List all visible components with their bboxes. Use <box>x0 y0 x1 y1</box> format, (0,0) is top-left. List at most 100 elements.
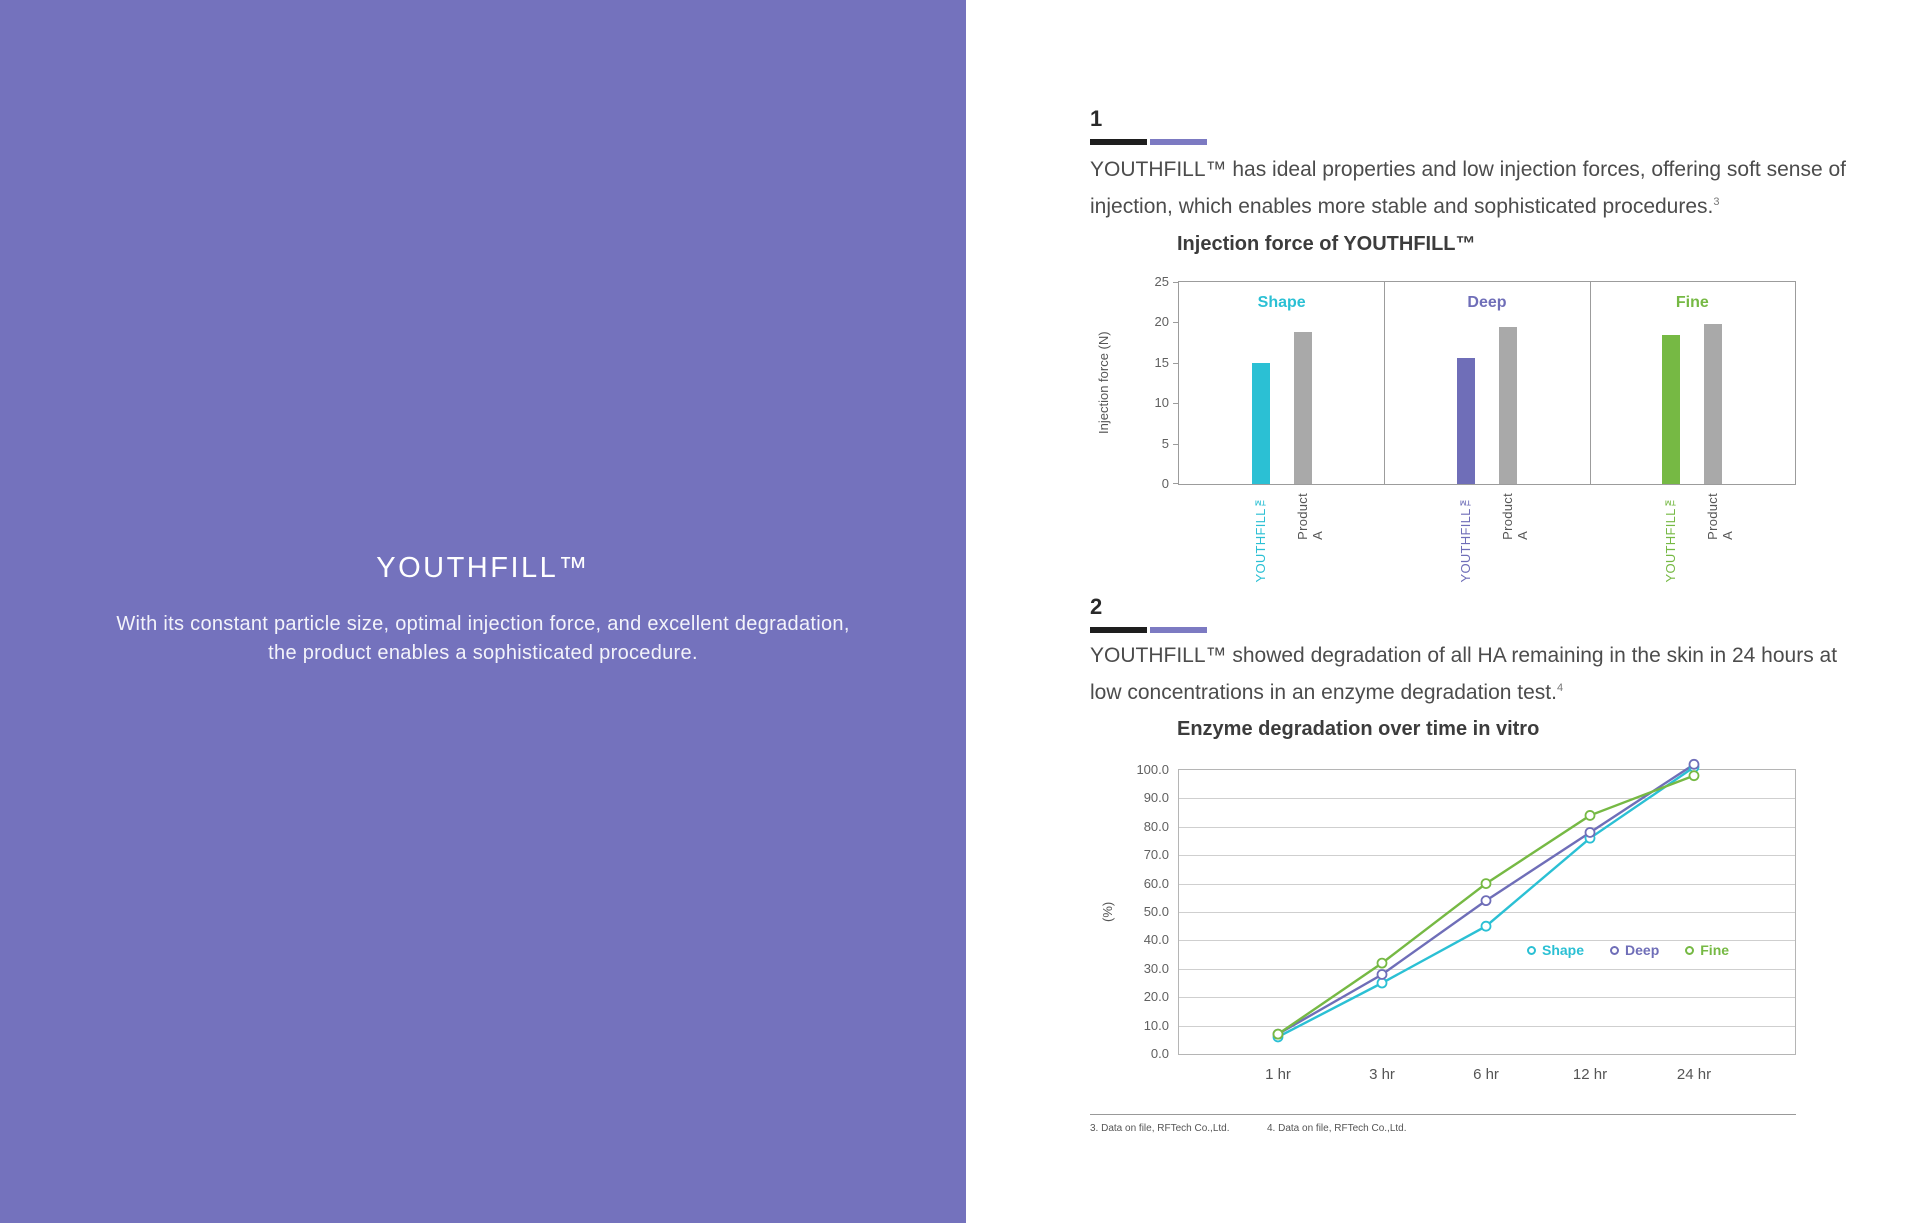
y-tick-label: 10.0 <box>1143 1017 1169 1033</box>
footnote-4: 4. Data on file, RFTech Co.,Ltd. <box>1267 1123 1407 1134</box>
data-point-fine <box>1688 770 1700 782</box>
y-tick-mark <box>1173 362 1179 364</box>
x-tick-label: 24 hr <box>1676 1066 1712 1083</box>
section-1-rule <box>1090 139 1210 145</box>
rule-black <box>1090 627 1147 633</box>
injection-force-bar-chart: 25 20 15 10 5 0 Shape YOUTHFILL™ Product A Deep YO… <box>1155 274 1796 583</box>
bar-x-label: Product A <box>1500 493 1530 540</box>
product-title: YOUTHFILL™ <box>376 552 590 584</box>
legend-item-shape: Shape <box>1527 942 1584 958</box>
bar-x-label: YOUTHFILL™ <box>1252 493 1268 583</box>
gridline <box>1179 912 1795 913</box>
bar <box>1293 332 1312 484</box>
y-tick-label: 20 <box>1154 314 1169 330</box>
gridline <box>1179 997 1795 999</box>
data-point-shape <box>1480 920 1492 932</box>
panel-divider <box>1589 282 1591 484</box>
legend: Shape Deep Fine <box>1527 942 1729 958</box>
y-tick-label: 15 <box>1154 354 1169 370</box>
footnote-3: 3. Data on file, RFTech Co.,Ltd. <box>1090 1123 1230 1134</box>
y-tick-mark <box>1173 443 1179 445</box>
bar-chart-title: Injection force of YOUTHFILL™ <box>1177 233 1476 255</box>
y-tick-label: 10 <box>1154 395 1169 411</box>
gridline <box>1179 855 1795 857</box>
y-tick-mark <box>1173 483 1179 484</box>
x-tick-label: 3 hr <box>1369 1066 1395 1083</box>
y-tick-mark <box>1173 403 1179 405</box>
gridline <box>1179 798 1795 800</box>
y-tick-label: 0.0 <box>1150 1046 1169 1061</box>
y-tick-mark <box>1173 282 1179 283</box>
section-1-text: YOUTHFILL™ has ideal properties and low … <box>1090 154 1870 223</box>
rule-black <box>1090 139 1147 145</box>
group-label: Shape <box>1257 294 1306 311</box>
tagline-line2: the product enables a sophisticated proc… <box>268 642 698 664</box>
enzyme-degradation-line-chart: 100.0 90.0 80.0 70.0 60.0 50.0 40.0 30.0 20.0 10.… <box>1136 758 1796 1083</box>
section-2-number: 2 <box>1090 594 1103 619</box>
gridline <box>1179 1025 1795 1027</box>
legend-item-fine: Fine <box>1685 942 1729 958</box>
bar-x-label: YOUTHFILL™ <box>1663 493 1679 583</box>
x-tick-label: 6 hr <box>1473 1066 1499 1083</box>
y-tick-label: 70.0 <box>1143 847 1169 863</box>
legend-label: Deep <box>1625 942 1660 958</box>
legend-label: Shape <box>1542 942 1585 958</box>
gridline <box>1179 968 1795 970</box>
line-chart-title: Enzyme degradation over time in vitro <box>1177 718 1540 740</box>
bar <box>1662 334 1681 484</box>
panel-divider <box>1384 282 1386 484</box>
bar <box>1499 327 1517 484</box>
legend-marker-icon <box>1685 945 1695 955</box>
x-tick-label: 1 hr <box>1265 1066 1291 1083</box>
gridline <box>1179 940 1795 942</box>
line-chart-y-axis-title: (%) <box>1100 901 1115 923</box>
y-tick-label: 30.0 <box>1143 960 1169 976</box>
y-tick-label: 100.0 <box>1136 762 1169 777</box>
footnote-ref-3: 3 <box>1713 196 1720 208</box>
data-point-deep <box>1376 969 1388 980</box>
y-tick-label: 0 <box>1161 476 1169 491</box>
footnote-divider <box>1090 1114 1796 1115</box>
y-tick-label: 90.0 <box>1143 790 1169 806</box>
bar <box>1704 324 1723 484</box>
group-label: Deep <box>1467 294 1507 311</box>
section-2-text: YOUTHFILL™ showed degradation of all HA … <box>1090 640 1870 709</box>
section-1-text-line2: injection, which enables more stable and… <box>1090 195 1714 218</box>
section-2-rule <box>1090 627 1210 633</box>
footnote-ref-4: 4 <box>1556 682 1564 694</box>
rule-purple <box>1150 627 1207 633</box>
bar-x-label: Product A <box>1705 493 1736 540</box>
y-tick-label: 80.0 <box>1143 818 1169 834</box>
y-tick-mark <box>1173 322 1179 324</box>
section-2-text-line1: YOUTHFILL™ showed degradation of all HA … <box>1090 644 1838 667</box>
section-1-text-line1: YOUTHFILL™ has ideal properties and low … <box>1090 158 1846 181</box>
data-point-fine <box>1584 810 1596 821</box>
data-point-fine <box>1376 957 1388 969</box>
data-point-fine <box>1272 1028 1284 1040</box>
data-point-deep <box>1480 895 1492 907</box>
tagline-line1: With its constant particle size, optimal… <box>116 613 850 635</box>
bar-x-label: YOUTHFILL™ <box>1458 493 1473 583</box>
y-tick-label: 50.0 <box>1143 904 1169 919</box>
x-tick-label: 12 hr <box>1572 1066 1608 1083</box>
rule-purple <box>1150 139 1207 145</box>
legend-marker-icon <box>1610 945 1620 955</box>
y-tick-label: 40.0 <box>1143 932 1169 948</box>
line-chart-canvas <box>1272 758 1700 1043</box>
legend-marker-icon <box>1527 945 1536 955</box>
section-2-text-line2: low concentrations in an enzyme degradat… <box>1090 681 1557 704</box>
cover-panel: YOUTHFILL™ With its constant particle si… <box>0 0 966 1223</box>
legend-label: Fine <box>1700 942 1730 958</box>
y-tick-label: 25 <box>1154 274 1169 289</box>
bar <box>1251 362 1270 484</box>
section-1-number: 1 <box>1090 106 1103 131</box>
data-point-deep <box>1584 827 1596 838</box>
y-tick-label: 60.0 <box>1143 875 1169 891</box>
bar-x-label: Product A <box>1294 493 1325 540</box>
bar-chart-y-axis-title: Injection force (N) <box>1096 331 1111 435</box>
group-label: Fine <box>1675 294 1709 311</box>
gridline <box>1179 826 1795 828</box>
legend-item-deep: Deep <box>1610 942 1659 958</box>
bar <box>1457 357 1475 484</box>
